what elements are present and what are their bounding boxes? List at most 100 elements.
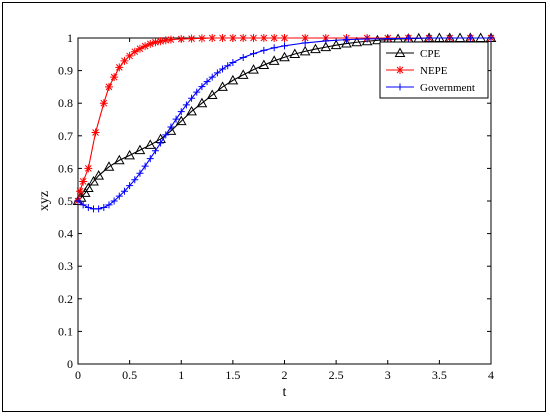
data-point — [115, 63, 124, 72]
series-line — [77, 37, 491, 210]
data-point — [258, 59, 270, 70]
data-point — [146, 39, 155, 48]
data-point — [141, 162, 149, 170]
data-point — [425, 34, 433, 42]
x-tick-label: 2.5 — [329, 368, 344, 382]
data-point — [259, 34, 268, 42]
data-point — [301, 34, 310, 42]
legend-label: Government — [420, 82, 475, 94]
data-point — [151, 147, 159, 155]
data-point — [196, 97, 208, 108]
data-point — [177, 34, 186, 43]
data-point — [219, 65, 227, 73]
data-point — [156, 37, 165, 46]
data-point — [182, 101, 190, 109]
x-tick-label: 2 — [282, 368, 288, 382]
data-point — [161, 36, 170, 45]
x-tick-label: 3.5 — [432, 368, 447, 382]
data-point — [404, 34, 412, 42]
data-point — [131, 176, 139, 184]
data-point — [79, 201, 87, 209]
data-point — [91, 128, 100, 137]
y-axis-label: xyz — [37, 191, 52, 211]
y-tick-label: 0.3 — [58, 259, 73, 273]
data-point — [95, 205, 103, 213]
data-point — [260, 46, 268, 54]
legend-marker — [396, 83, 404, 91]
data-point — [188, 94, 196, 102]
legend-label: NEPE — [420, 65, 448, 77]
data-point — [280, 34, 289, 42]
data-point — [197, 34, 206, 43]
data-point — [229, 58, 237, 66]
data-point — [217, 81, 228, 91]
data-point — [446, 34, 454, 42]
x-tick-label: 1.5 — [225, 368, 240, 382]
data-point — [193, 88, 201, 96]
y-tick-label: 0.8 — [58, 96, 73, 110]
data-point — [84, 204, 92, 212]
y-tick-label: 0.4 — [58, 227, 73, 241]
y-tick-label: 0.6 — [58, 161, 73, 175]
data-point — [104, 82, 113, 91]
data-point — [84, 164, 93, 173]
data-point — [301, 39, 309, 47]
data-point — [299, 45, 311, 56]
data-point — [186, 105, 197, 116]
data-point — [330, 39, 342, 50]
data-point — [88, 175, 99, 186]
data-point — [120, 187, 128, 195]
data-point — [250, 50, 258, 58]
y-tick-label: 0.1 — [58, 324, 73, 338]
legend: CPE NEPE Government — [379, 41, 489, 99]
x-tick-label: 3 — [385, 368, 391, 382]
data-point — [162, 131, 170, 139]
data-point — [79, 177, 88, 186]
data-point — [125, 51, 134, 60]
data-point — [341, 38, 352, 48]
data-point — [363, 35, 371, 43]
legend-marker — [396, 66, 404, 74]
data-point — [351, 36, 363, 47]
data-point — [141, 42, 150, 51]
data-point — [270, 44, 278, 52]
data-point — [105, 201, 113, 209]
data-point — [110, 73, 119, 82]
data-point — [126, 182, 134, 190]
x-tick-label: 1 — [178, 368, 184, 382]
y-tick-label: 0.2 — [58, 292, 73, 306]
data-point — [270, 34, 279, 42]
data-point — [289, 48, 301, 58]
y-tick-label: 0.9 — [58, 64, 73, 78]
data-point — [384, 35, 392, 43]
data-point — [177, 108, 185, 116]
data-point — [224, 62, 232, 70]
data-point — [167, 123, 175, 131]
data-point — [175, 115, 187, 126]
data-point — [239, 54, 247, 62]
data-point — [342, 36, 350, 44]
series-government — [74, 34, 495, 213]
y-tick-label: 0.5 — [58, 194, 73, 208]
data-point — [208, 73, 216, 81]
x-tick-label: 0.5 — [122, 368, 137, 382]
data-point — [110, 197, 118, 205]
data-point — [93, 170, 105, 180]
series-line — [77, 37, 491, 202]
data-point — [248, 64, 259, 74]
data-point — [130, 47, 139, 56]
data-point — [372, 34, 383, 45]
data-point — [74, 197, 82, 205]
x-tick-label: 0 — [75, 368, 81, 382]
data-point — [76, 187, 85, 196]
legend-marker — [394, 47, 406, 57]
data-point — [115, 192, 123, 200]
y-tick-label: 1 — [67, 31, 73, 45]
data-point — [79, 187, 91, 197]
data-point — [99, 99, 108, 108]
data-point — [279, 51, 290, 62]
data-point — [103, 161, 115, 171]
data-point — [237, 69, 249, 79]
data-point — [239, 34, 248, 42]
data-point — [466, 34, 474, 42]
